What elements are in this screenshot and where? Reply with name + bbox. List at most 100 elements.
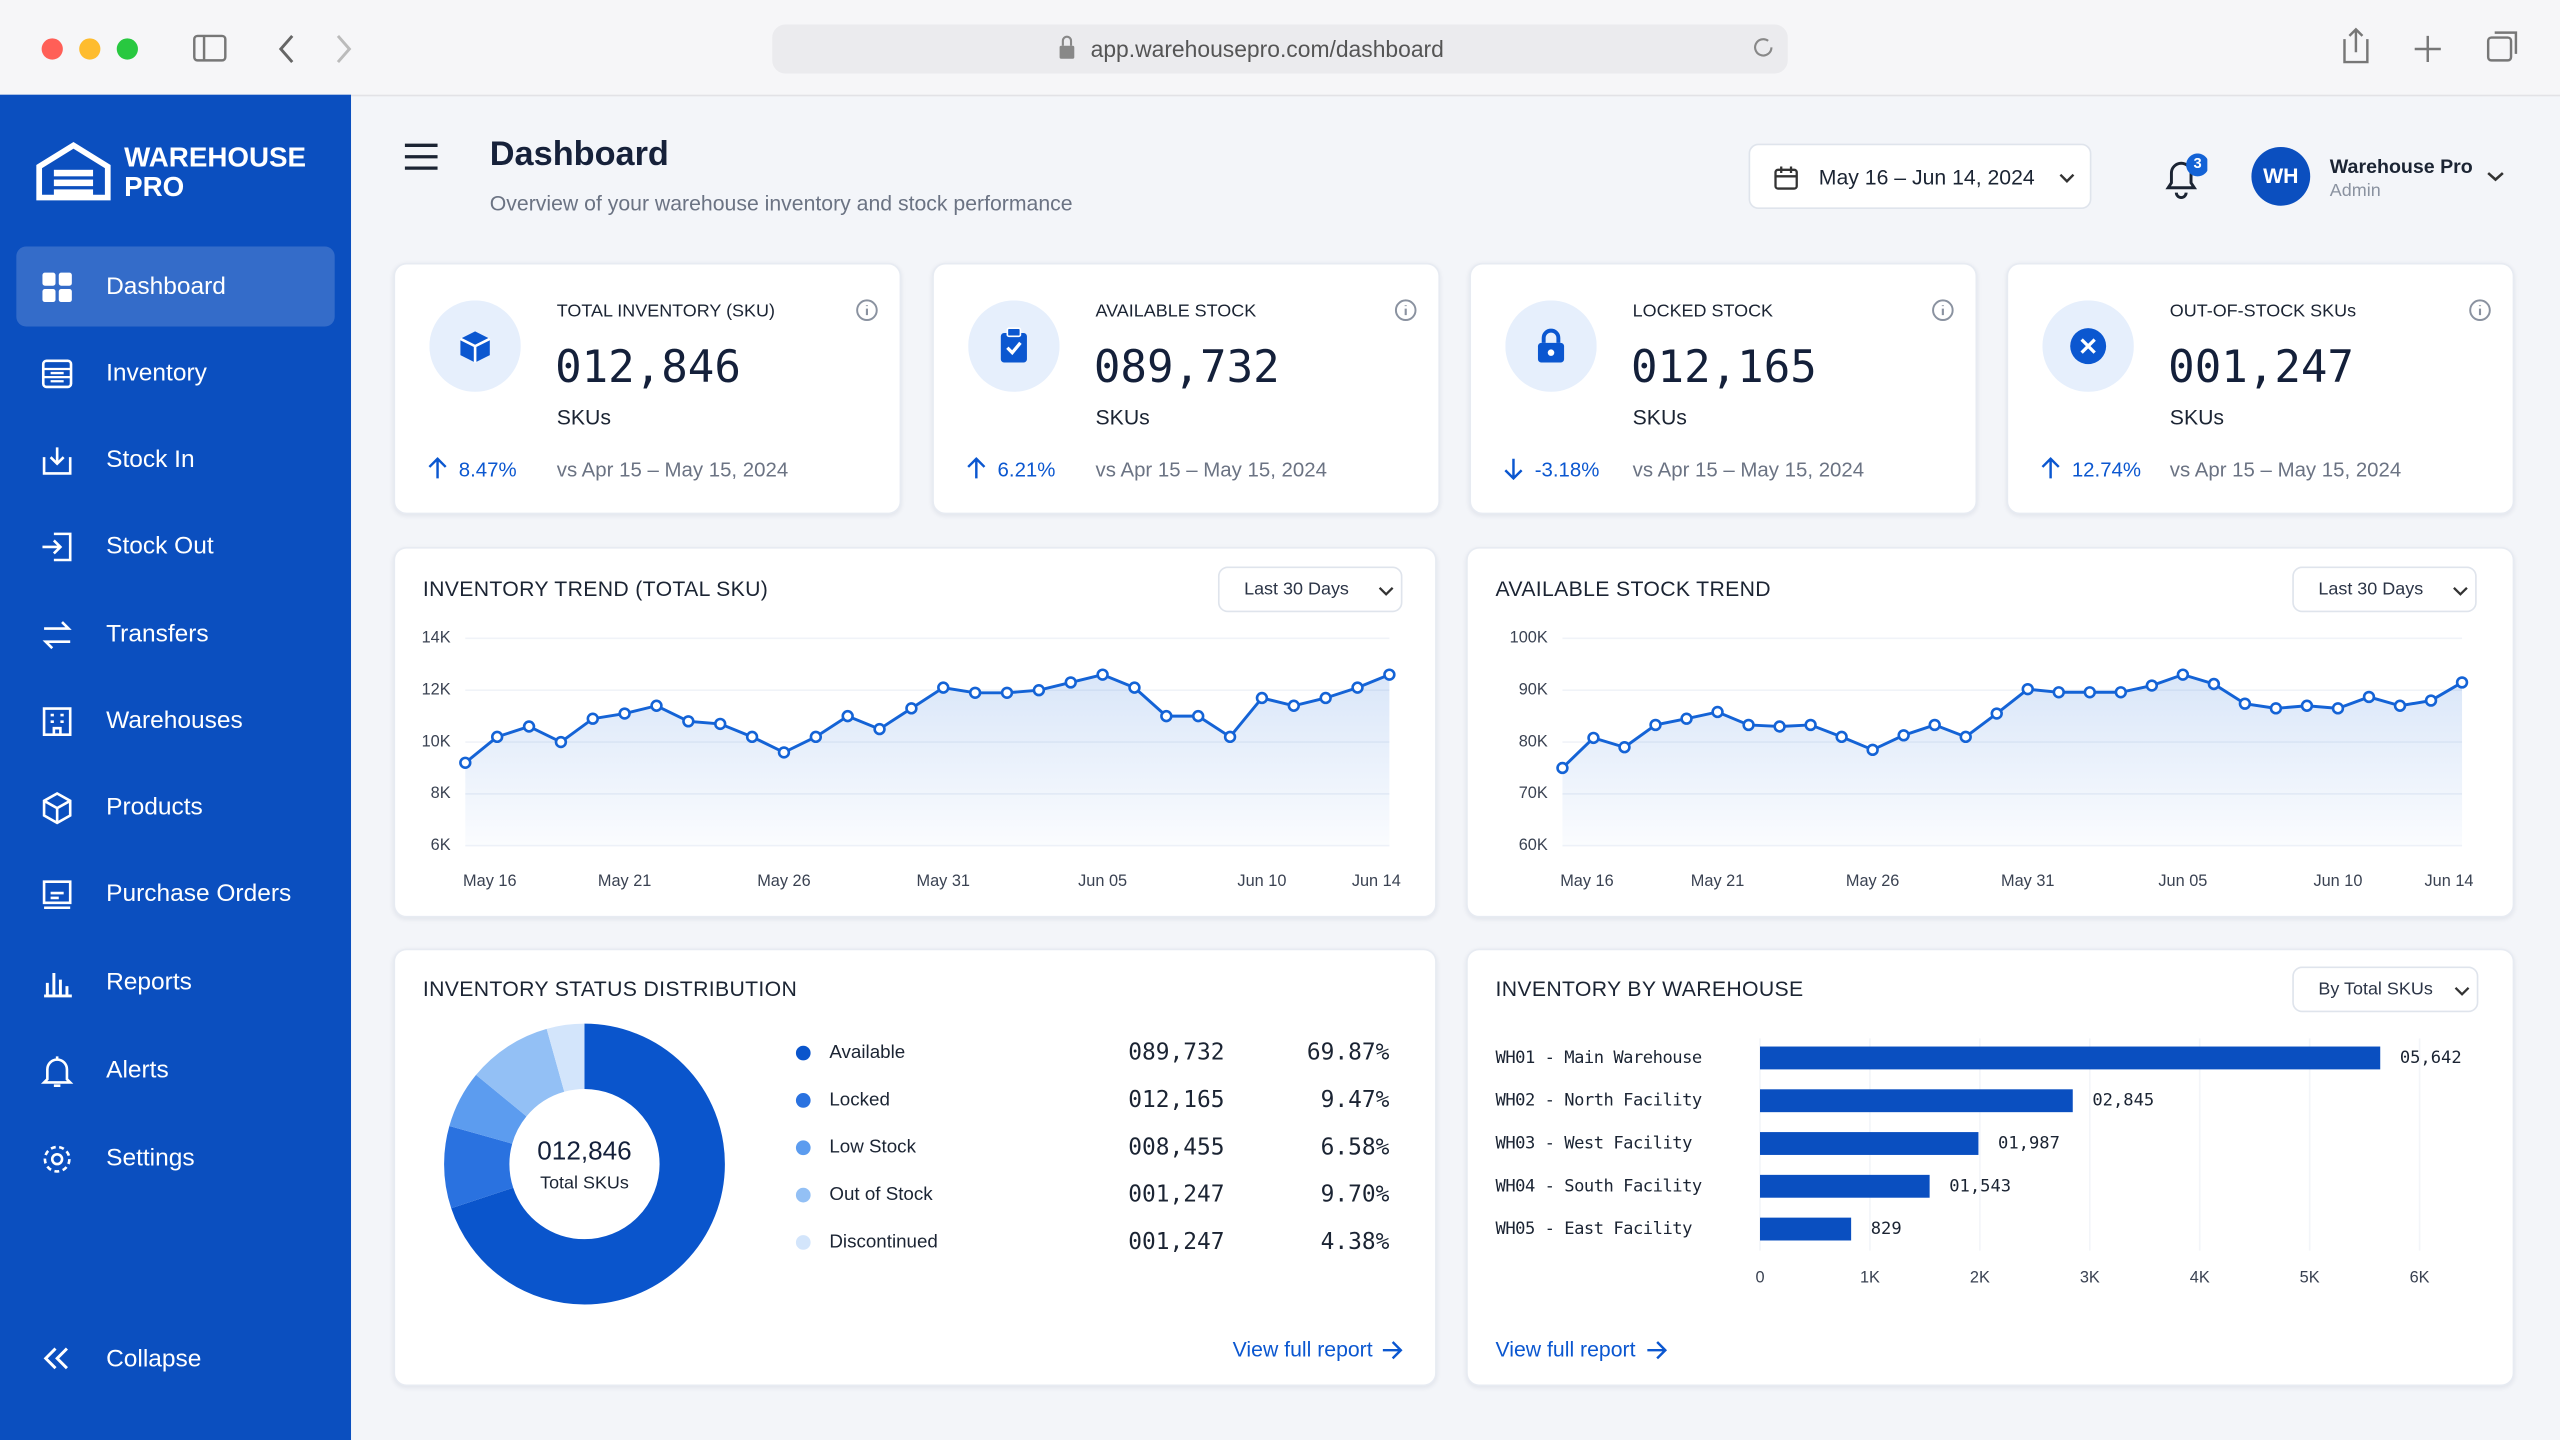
- user-role: Admin: [2329, 181, 2381, 201]
- card: [393, 948, 1437, 1387]
- point: [2021, 682, 2034, 696]
- avatar[interactable]: WH: [2251, 146, 2311, 206]
- point: [2052, 686, 2065, 699]
- kpi-arrow: [1504, 458, 1523, 480]
- legend-dot: [795, 1187, 811, 1203]
- filter-dropdown[interactable]: Last 30 Days: [2292, 566, 2477, 613]
- nav-item[interactable]: Stock Out: [106, 532, 214, 560]
- kpi-change: 8.47%: [458, 458, 517, 482]
- point: [1319, 691, 1332, 705]
- x-tick-label: May 21: [1691, 872, 1745, 890]
- date-range: May 16 – Jun 14, 2024: [1818, 164, 2035, 190]
- card-title: INVENTORY TREND (TOTAL SKU): [422, 576, 769, 601]
- point: [873, 722, 886, 736]
- logo: [36, 141, 111, 201]
- x-tick-label: Jun 10: [2313, 872, 2362, 890]
- y-tick-label: WH05 - East Facility: [1496, 1219, 1693, 1239]
- x-tick-label: Jun 10: [1237, 872, 1286, 890]
- bar: [1759, 1046, 2381, 1070]
- kpi-unit: SKUs: [1095, 404, 1150, 430]
- point: [1223, 730, 1237, 744]
- sidebar: WAREHOUSE PRO Dashboard Inventory Stock In S…: [0, 94, 352, 1440]
- legend-dot: [795, 1140, 811, 1156]
- kpi-value: 089,732: [1093, 342, 1280, 394]
- view-report-link[interactable]: View full report: [1495, 1337, 1636, 1362]
- point: [1128, 681, 1141, 694]
- point: [1928, 718, 1941, 732]
- nav-item[interactable]: Stock In: [106, 445, 195, 474]
- y-tick-label: 14K: [422, 629, 451, 647]
- legend-label: Out of Stock: [829, 1183, 933, 1204]
- point: [1351, 681, 1364, 694]
- y-tick-label: 70K: [1519, 784, 1548, 802]
- nav-item[interactable]: Transfers: [106, 620, 209, 649]
- bell[interactable]: [2158, 153, 2208, 202]
- point: [1866, 743, 1879, 757]
- legend-label: Locked: [829, 1088, 890, 1109]
- point: [490, 730, 504, 744]
- point: [2114, 686, 2128, 699]
- nav-item[interactable]: Purchase Orders: [106, 879, 292, 908]
- menu-button[interactable]: [403, 142, 439, 171]
- point: [1959, 730, 1972, 744]
- kpi-value: 001,247: [2168, 342, 2354, 394]
- point: [1255, 691, 1269, 705]
- kpi-card: TOTAL INVENTORY (SKU) 012,846 SKUs 8.47% vs …: [393, 262, 902, 515]
- user-chevron[interactable]: [2487, 170, 2505, 183]
- collapse[interactable]: Collapse: [106, 1345, 202, 1374]
- point: [682, 715, 695, 728]
- filter-dropdown[interactable]: Last 30 Days: [1217, 566, 1403, 613]
- legend-percent: 69.87%: [1307, 1040, 1390, 1066]
- point: [777, 746, 791, 759]
- filter-dropdown[interactable]: By Total SKUs: [2292, 966, 2479, 1013]
- nav-item[interactable]: Dashboard: [106, 272, 226, 301]
- x-tick-label: May 31: [917, 872, 970, 890]
- date-picker[interactable]: May 16 – Jun 14, 2024: [1748, 143, 2092, 209]
- chevron: [1378, 586, 1394, 596]
- nav-item[interactable]: Alerts: [106, 1056, 169, 1085]
- nav-icon: [44, 973, 72, 998]
- kpi-card: AVAILABLE STOCK 089,732 SKUs 6.21% vs Apr 15…: [932, 262, 1440, 515]
- y-tick-label: 100K: [1510, 629, 1548, 647]
- x-tick-label: May 21: [598, 872, 651, 890]
- kpi-compare: vs Apr 15 – May 15, 2024: [1632, 458, 1865, 482]
- nav-item[interactable]: Reports: [106, 968, 192, 996]
- nav-active: [16, 246, 335, 327]
- donut-segment: [444, 1023, 725, 1305]
- y-tick-label: 10K: [422, 732, 451, 750]
- legend-label: Low Stock: [829, 1136, 916, 1157]
- y-tick-label: WH01 - Main Warehouse: [1496, 1048, 1702, 1068]
- point: [1897, 729, 1910, 742]
- nav-item[interactable]: Products: [106, 793, 203, 822]
- legend-count: 089,732: [1128, 1040, 1224, 1066]
- legend-dot: [795, 1235, 811, 1250]
- point: [2238, 697, 2252, 710]
- point: [809, 730, 823, 744]
- kpi-label: OUT-OF-STOCK SKUs: [2169, 302, 2357, 322]
- value-label: 01,987: [1998, 1134, 2060, 1154]
- info-icon: [1394, 299, 1417, 321]
- nav-item[interactable]: Settings: [106, 1144, 195, 1173]
- value-label: 02,845: [2092, 1091, 2154, 1111]
- nav-item[interactable]: Inventory: [106, 359, 207, 387]
- x-tick-label: 1K: [1860, 1269, 1880, 1287]
- point: [1804, 718, 1817, 732]
- point: [2207, 677, 2221, 691]
- point: [1160, 709, 1173, 723]
- nav-item[interactable]: Warehouses: [106, 706, 243, 735]
- url[interactable]: app.warehousepro.com/dashboard: [1090, 35, 1444, 63]
- point: [1032, 683, 1046, 697]
- x-tick-label: May 16: [463, 872, 517, 890]
- nav-icon: [40, 1056, 74, 1088]
- point: [2300, 699, 2314, 712]
- legend-percent: 9.70%: [1321, 1182, 1390, 1208]
- bar: [1759, 1132, 1979, 1155]
- legend-count: 008,455: [1128, 1134, 1224, 1160]
- brand-line: PRO: [124, 171, 185, 203]
- point: [2455, 676, 2469, 689]
- nav-icon: [42, 707, 72, 736]
- view-report-link[interactable]: View full report: [1232, 1337, 1373, 1362]
- x-tick-label: Jun 14: [2424, 872, 2473, 890]
- kpi-value: 012,165: [1631, 342, 1817, 394]
- legend-count: 001,247: [1128, 1182, 1224, 1208]
